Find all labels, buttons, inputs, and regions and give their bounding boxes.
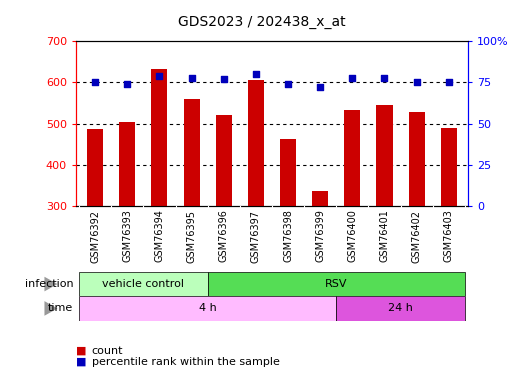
- Text: GSM76393: GSM76393: [122, 210, 132, 262]
- Bar: [408, 112, 425, 206]
- Text: GSM76398: GSM76398: [283, 210, 293, 262]
- Bar: [119, 122, 135, 206]
- Bar: [208, 272, 465, 296]
- Point: [123, 81, 131, 87]
- Point: [284, 81, 292, 87]
- Text: GSM76397: GSM76397: [251, 210, 261, 262]
- Point: [348, 75, 357, 81]
- Bar: [336, 296, 465, 321]
- Point: [220, 76, 228, 82]
- Bar: [79, 272, 208, 296]
- Bar: [151, 69, 167, 206]
- Text: GSM76401: GSM76401: [380, 210, 390, 262]
- Bar: [87, 129, 103, 206]
- Point: [445, 80, 453, 86]
- Bar: [441, 128, 457, 206]
- Text: GSM76394: GSM76394: [154, 210, 164, 262]
- Point: [413, 80, 421, 86]
- Text: GSM76402: GSM76402: [412, 210, 422, 262]
- Text: time: time: [48, 303, 73, 313]
- Bar: [215, 116, 232, 206]
- Text: 24 h: 24 h: [388, 303, 413, 313]
- Text: count: count: [92, 346, 123, 355]
- Bar: [312, 190, 328, 206]
- Text: GDS2023 / 202438_x_at: GDS2023 / 202438_x_at: [178, 15, 345, 29]
- Text: vehicle control: vehicle control: [103, 279, 184, 289]
- Polygon shape: [44, 277, 58, 291]
- Text: GSM76400: GSM76400: [347, 210, 357, 262]
- Text: GSM76392: GSM76392: [90, 210, 100, 262]
- Text: GSM76399: GSM76399: [315, 210, 325, 262]
- Text: GSM76395: GSM76395: [187, 210, 197, 262]
- Text: RSV: RSV: [325, 279, 347, 289]
- Text: percentile rank within the sample: percentile rank within the sample: [92, 357, 279, 367]
- Point: [155, 73, 164, 79]
- Bar: [344, 110, 360, 206]
- Bar: [280, 139, 296, 206]
- Text: infection: infection: [25, 279, 73, 289]
- Point: [252, 71, 260, 77]
- Point: [380, 75, 389, 81]
- Point: [316, 84, 324, 90]
- Text: GSM76403: GSM76403: [444, 210, 454, 262]
- Text: GSM76396: GSM76396: [219, 210, 229, 262]
- Point: [91, 80, 99, 86]
- Text: ■: ■: [76, 357, 86, 367]
- Text: ■: ■: [76, 346, 86, 355]
- Polygon shape: [44, 301, 58, 316]
- Text: 4 h: 4 h: [199, 303, 217, 313]
- Bar: [248, 81, 264, 206]
- Bar: [184, 99, 200, 206]
- Bar: [377, 105, 393, 206]
- Bar: [79, 296, 336, 321]
- Point: [187, 75, 196, 81]
